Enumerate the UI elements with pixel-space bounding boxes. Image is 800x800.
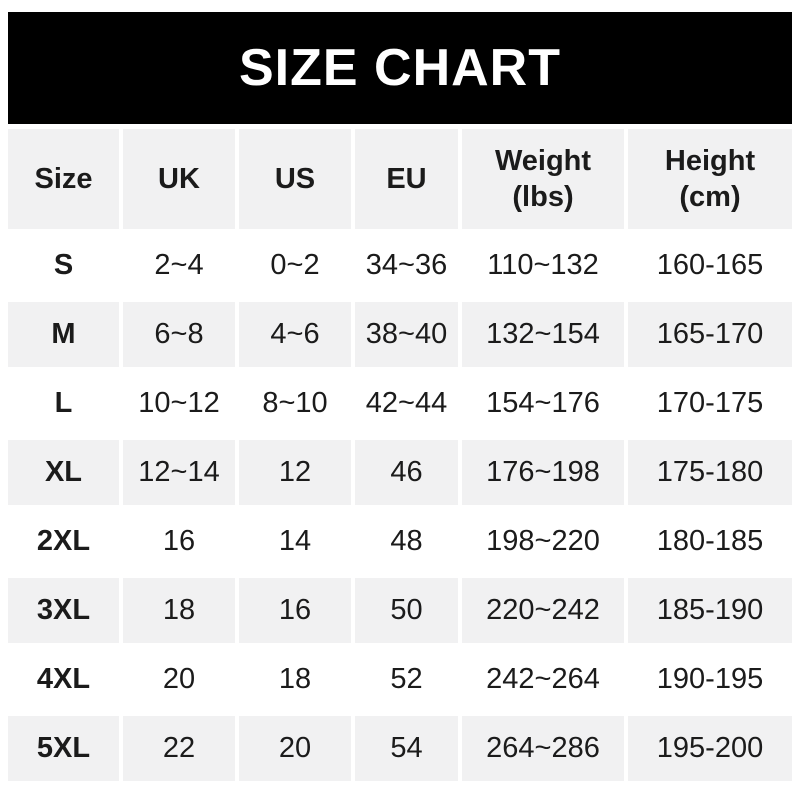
- table-row-xl: XL 12~14 12 46 176~198 175-180: [8, 440, 792, 505]
- table-row-5xl: 5XL 22 20 54 264~286 195-200: [8, 716, 792, 781]
- column-header-label: Size: [34, 162, 93, 195]
- cell-weight: 198~220: [462, 509, 624, 574]
- cell-uk: 20: [123, 647, 235, 712]
- table-row-2xl: 2XL 16 14 48 198~220 180-185: [8, 509, 792, 574]
- cell-size: S: [8, 233, 119, 298]
- column-header-us: US: [239, 129, 351, 229]
- cell-height: 160-165: [628, 233, 792, 298]
- cell-us: 8~10: [239, 371, 351, 436]
- table-row-s: S 2~4 0~2 34~36 110~132 160-165: [8, 233, 792, 298]
- cell-weight: 110~132: [462, 233, 624, 298]
- column-header-unit: (lbs): [512, 181, 574, 213]
- cell-us: 14: [239, 509, 351, 574]
- cell-uk: 10~12: [123, 371, 235, 436]
- cell-uk: 2~4: [123, 233, 235, 298]
- size-chart-banner: SIZE CHART: [8, 12, 792, 124]
- cell-us: 18: [239, 647, 351, 712]
- column-header-label: EU: [386, 162, 427, 195]
- column-header-unit: (cm): [679, 181, 741, 213]
- cell-height: 185-190: [628, 578, 792, 643]
- cell-height: 170-175: [628, 371, 792, 436]
- cell-eu: 50: [355, 578, 458, 643]
- cell-eu: 46: [355, 440, 458, 505]
- cell-eu: 52: [355, 647, 458, 712]
- column-header-label: US: [274, 162, 316, 195]
- column-header-weight: Weight (lbs): [462, 129, 624, 229]
- cell-us: 4~6: [239, 302, 351, 367]
- cell-weight: 154~176: [462, 371, 624, 436]
- table-row-m: M 6~8 4~6 38~40 132~154 165-170: [8, 302, 792, 367]
- cell-weight: 220~242: [462, 578, 624, 643]
- cell-size: XL: [8, 440, 119, 505]
- cell-height: 175-180: [628, 440, 792, 505]
- column-header-label: Height: [664, 144, 756, 177]
- cell-eu: 38~40: [355, 302, 458, 367]
- cell-height: 195-200: [628, 716, 792, 781]
- cell-eu: 42~44: [355, 371, 458, 436]
- cell-weight: 176~198: [462, 440, 624, 505]
- column-header-label: Weight: [494, 144, 592, 177]
- cell-size: 3XL: [8, 578, 119, 643]
- column-header-size: Size: [8, 129, 119, 229]
- table-row-4xl: 4XL 20 18 52 242~264 190-195: [8, 647, 792, 712]
- cell-uk: 6~8: [123, 302, 235, 367]
- cell-uk: 16: [123, 509, 235, 574]
- table-row-3xl: 3XL 18 16 50 220~242 185-190: [8, 578, 792, 643]
- cell-height: 190-195: [628, 647, 792, 712]
- cell-weight: 242~264: [462, 647, 624, 712]
- column-header-label: UK: [158, 162, 200, 195]
- cell-size: 2XL: [8, 509, 119, 574]
- cell-us: 20: [239, 716, 351, 781]
- cell-size: 4XL: [8, 647, 119, 712]
- cell-height: 180-185: [628, 509, 792, 574]
- cell-eu: 54: [355, 716, 458, 781]
- size-chart-table: Size UK US EU Weight (lbs) Height (cm) S…: [4, 125, 796, 785]
- table-row-l: L 10~12 8~10 42~44 154~176 170-175: [8, 371, 792, 436]
- cell-us: 16: [239, 578, 351, 643]
- cell-height: 165-170: [628, 302, 792, 367]
- cell-us: 0~2: [239, 233, 351, 298]
- page-title: SIZE CHART: [239, 39, 561, 97]
- column-header-uk: UK: [123, 129, 235, 229]
- cell-size: 5XL: [8, 716, 119, 781]
- cell-uk: 12~14: [123, 440, 235, 505]
- cell-uk: 22: [123, 716, 235, 781]
- cell-uk: 18: [123, 578, 235, 643]
- cell-weight: 264~286: [462, 716, 624, 781]
- column-header-eu: EU: [355, 129, 458, 229]
- column-header-height: Height (cm): [628, 129, 792, 229]
- cell-eu: 48: [355, 509, 458, 574]
- cell-eu: 34~36: [355, 233, 458, 298]
- cell-us: 12: [239, 440, 351, 505]
- header-row: Size UK US EU Weight (lbs) Height (cm): [8, 129, 792, 229]
- cell-size: L: [8, 371, 119, 436]
- cell-weight: 132~154: [462, 302, 624, 367]
- cell-size: M: [8, 302, 119, 367]
